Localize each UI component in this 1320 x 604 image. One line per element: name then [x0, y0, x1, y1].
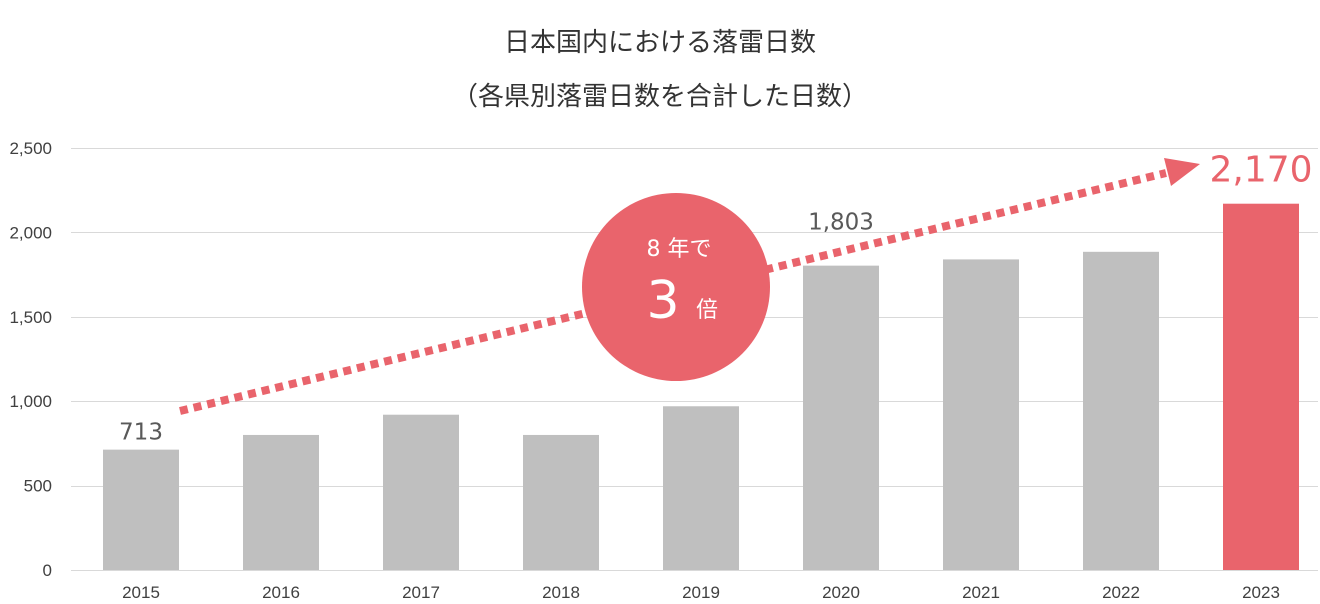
- bar-2017: [383, 414, 459, 570]
- x-tick-label: 2015: [122, 583, 160, 602]
- badge-line1: 8 年で: [647, 237, 712, 262]
- y-tick-label: 500: [24, 477, 52, 496]
- chart-title: 日本国内における落雷日数: [503, 28, 816, 58]
- x-tick-label: 2023: [1242, 583, 1280, 602]
- y-tick-label: 2,500: [9, 139, 52, 158]
- y-tick-label: 0: [43, 561, 52, 580]
- x-axis: 2015 2016 2017 2018 2019 2020 2021 2022 2023: [122, 583, 1280, 602]
- bar-2016: [243, 434, 319, 570]
- bar-2020: [803, 265, 879, 570]
- trend-arrow-head: [1164, 158, 1200, 186]
- bars: [103, 203, 1299, 571]
- badge-unit: 倍: [696, 298, 718, 323]
- bar-2015: [103, 449, 179, 570]
- y-tick-label: 2,000: [9, 223, 52, 242]
- x-tick-label: 2017: [402, 583, 440, 602]
- x-tick-label: 2019: [682, 583, 720, 602]
- y-tick-label: 1,500: [9, 308, 52, 327]
- y-axis: 0 500 1,000 1,500 2,000 2,500: [9, 139, 52, 580]
- chart-subtitle: （各県別落雷日数を合計した日数）: [451, 82, 868, 112]
- x-tick-label: 2020: [822, 583, 860, 602]
- data-label-2015: 713: [119, 420, 163, 446]
- bar-2023: [1223, 203, 1299, 571]
- badge: 8 年で 3 倍: [582, 193, 770, 381]
- x-tick-label: 2016: [262, 583, 300, 602]
- data-label-2020: 1,803: [808, 210, 874, 236]
- x-tick-label: 2022: [1102, 583, 1140, 602]
- data-label-2023: 2,170: [1209, 150, 1312, 191]
- badge-circle: [582, 193, 770, 381]
- badge-number: 3: [646, 271, 679, 331]
- x-tick-label: 2021: [962, 583, 1000, 602]
- y-tick-label: 1,000: [9, 392, 52, 411]
- bar-2022: [1083, 251, 1159, 570]
- data-labels: 713 1,803 2,170: [119, 150, 1312, 446]
- bar-2018: [523, 434, 599, 570]
- bar-2019: [663, 406, 739, 570]
- x-tick-label: 2018: [542, 583, 580, 602]
- bar-2021: [943, 259, 1019, 570]
